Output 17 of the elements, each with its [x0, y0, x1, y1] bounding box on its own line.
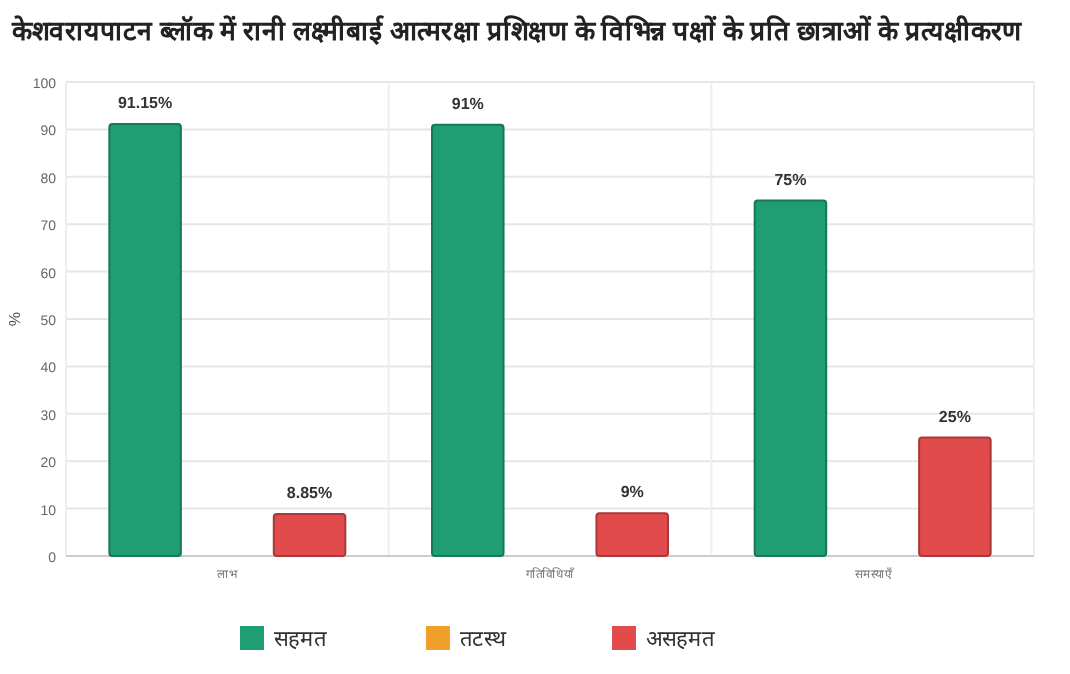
bar: [108, 122, 182, 557]
bar: [753, 199, 828, 557]
data-label: 91.15%: [117, 93, 173, 112]
data-label: 8.85%: [286, 484, 333, 503]
legend-label: सहमत: [274, 628, 328, 652]
bar: [918, 436, 992, 557]
data-label: 9%: [620, 483, 644, 502]
data-label: 25%: [938, 407, 971, 426]
data-label: 75%: [774, 170, 807, 189]
legend-label: असहमत: [646, 628, 716, 652]
bar: [272, 513, 347, 557]
bar: [431, 123, 505, 557]
chart-title: केशवरायपाटन ब्लॉक में रानी लक्ष्मीबाई आत्मरक्षा प्रशिक्षण के विभिन्न पक्षों के प्रति छात्राओं के प्रत्यक्षीकरण: [10, 14, 1048, 46]
legend-label: तटस्थ: [460, 628, 508, 652]
bar: [595, 512, 669, 557]
y-axis-title: %: [6, 311, 24, 327]
data-label: 91%: [451, 94, 484, 113]
